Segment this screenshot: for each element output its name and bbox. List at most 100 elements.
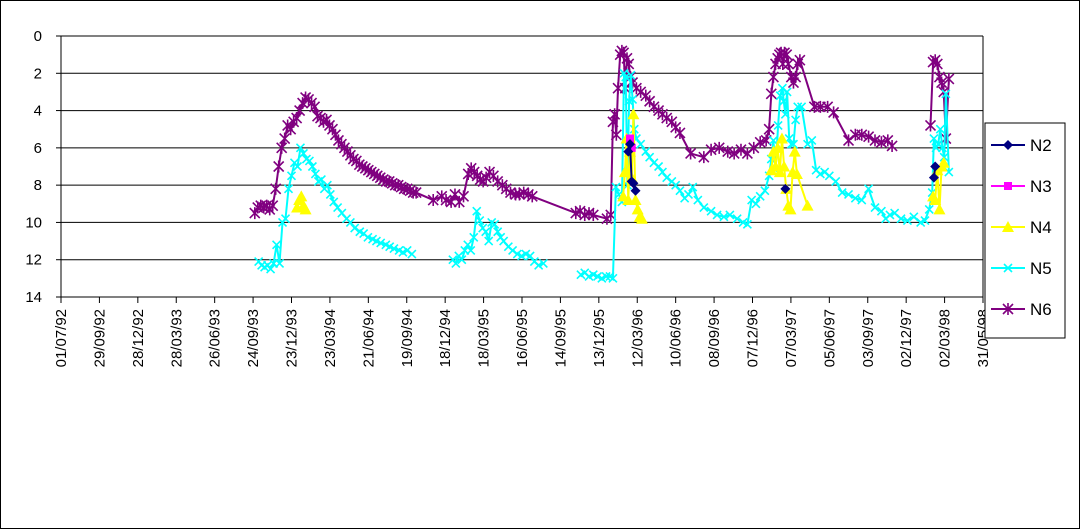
data-point bbox=[654, 161, 664, 172]
legend-label: N4 bbox=[1030, 218, 1052, 237]
data-point bbox=[304, 156, 314, 166]
data-point bbox=[635, 85, 647, 98]
data-point bbox=[935, 124, 945, 134]
data-point bbox=[273, 160, 285, 173]
data-point bbox=[863, 130, 875, 143]
data-point bbox=[941, 89, 951, 99]
data-point bbox=[875, 136, 887, 149]
data-point bbox=[920, 215, 930, 226]
data-point bbox=[778, 160, 791, 172]
data-point bbox=[279, 132, 291, 145]
data-point bbox=[728, 147, 740, 160]
data-point bbox=[807, 135, 817, 145]
x-tick-label: 18/03/95 bbox=[476, 309, 493, 367]
data-point bbox=[469, 232, 479, 242]
data-point bbox=[831, 176, 841, 186]
legend: N2 N3 N4 N5 N6 bbox=[984, 122, 1066, 339]
data-point bbox=[773, 120, 783, 131]
gridlines bbox=[61, 35, 984, 297]
legend-entry-n3: N3 bbox=[991, 177, 1052, 196]
data-point bbox=[882, 134, 894, 147]
data-point bbox=[706, 206, 716, 216]
data-point bbox=[896, 214, 906, 224]
y-tick-label: 10 bbox=[25, 214, 42, 231]
data-point bbox=[538, 258, 548, 269]
data-point bbox=[611, 182, 621, 192]
data-point bbox=[472, 206, 482, 216]
data-point bbox=[793, 102, 803, 112]
data-point bbox=[788, 139, 799, 149]
x-tick-label: 19/09/94 bbox=[399, 309, 416, 367]
data-point bbox=[791, 115, 801, 125]
data-point bbox=[329, 197, 339, 207]
data-point bbox=[350, 223, 360, 233]
legend-entry-n5: N5 bbox=[991, 259, 1052, 278]
x-tick-label: 12/03/96 bbox=[629, 309, 646, 367]
data-point bbox=[345, 217, 355, 227]
data-point bbox=[475, 215, 485, 226]
data-point bbox=[768, 135, 778, 145]
data-point bbox=[671, 180, 681, 190]
data-point bbox=[322, 180, 332, 190]
data-point bbox=[466, 245, 476, 255]
data-point bbox=[937, 156, 950, 168]
data-point bbox=[389, 243, 399, 254]
data-point bbox=[775, 91, 785, 101]
data-point bbox=[624, 139, 635, 150]
data-point bbox=[856, 128, 868, 141]
data-point bbox=[931, 57, 943, 70]
data-point bbox=[1002, 221, 1014, 232]
data-point bbox=[670, 121, 682, 134]
data-point bbox=[765, 87, 777, 100]
legend-label: N6 bbox=[1030, 300, 1052, 319]
x-tick-label: 01/07/92 bbox=[53, 309, 70, 367]
data-point bbox=[623, 57, 635, 70]
data-point bbox=[794, 54, 806, 67]
legend-label: N2 bbox=[1030, 136, 1052, 155]
data-point bbox=[763, 123, 775, 136]
data-point bbox=[784, 203, 797, 215]
data-point bbox=[779, 96, 789, 106]
data-point bbox=[627, 94, 638, 104]
data-point bbox=[487, 169, 499, 182]
x-tick-label: 21/06/94 bbox=[360, 309, 377, 367]
data-point bbox=[286, 171, 297, 181]
data-point bbox=[631, 203, 644, 215]
legend-entry-n6: N6 bbox=[991, 300, 1052, 319]
data-point bbox=[490, 219, 500, 229]
data-point bbox=[283, 184, 294, 194]
y-tick-label: 14 bbox=[25, 289, 42, 306]
data-point bbox=[683, 189, 694, 200]
y-tick-label: 8 bbox=[34, 177, 42, 194]
data-point bbox=[333, 202, 343, 213]
data-point bbox=[929, 194, 942, 206]
data-point bbox=[463, 240, 473, 250]
x-tick-label: 02/03/98 bbox=[937, 309, 954, 367]
legend-box bbox=[984, 122, 1066, 339]
data-point bbox=[621, 72, 631, 82]
data-point bbox=[732, 214, 742, 224]
data-point bbox=[939, 152, 949, 162]
data-point bbox=[267, 199, 279, 212]
data-point bbox=[786, 139, 796, 149]
data-point bbox=[610, 128, 622, 141]
data-point bbox=[712, 210, 722, 220]
x-tick-label: 26/06/93 bbox=[207, 309, 224, 367]
data-point bbox=[928, 172, 939, 183]
data-point bbox=[481, 227, 491, 237]
data-point bbox=[760, 186, 770, 196]
data-point bbox=[781, 48, 793, 61]
data-point bbox=[735, 143, 747, 156]
data-point bbox=[693, 195, 703, 205]
x-tick-label: 10/06/96 bbox=[668, 309, 685, 367]
data-point bbox=[623, 146, 634, 157]
data-point bbox=[1003, 140, 1013, 150]
data-point bbox=[457, 255, 467, 265]
data-point bbox=[869, 134, 881, 147]
data-point bbox=[292, 161, 303, 172]
data-point bbox=[661, 112, 673, 125]
data-point bbox=[713, 141, 725, 154]
data-point bbox=[376, 238, 386, 248]
data-point bbox=[924, 119, 937, 132]
